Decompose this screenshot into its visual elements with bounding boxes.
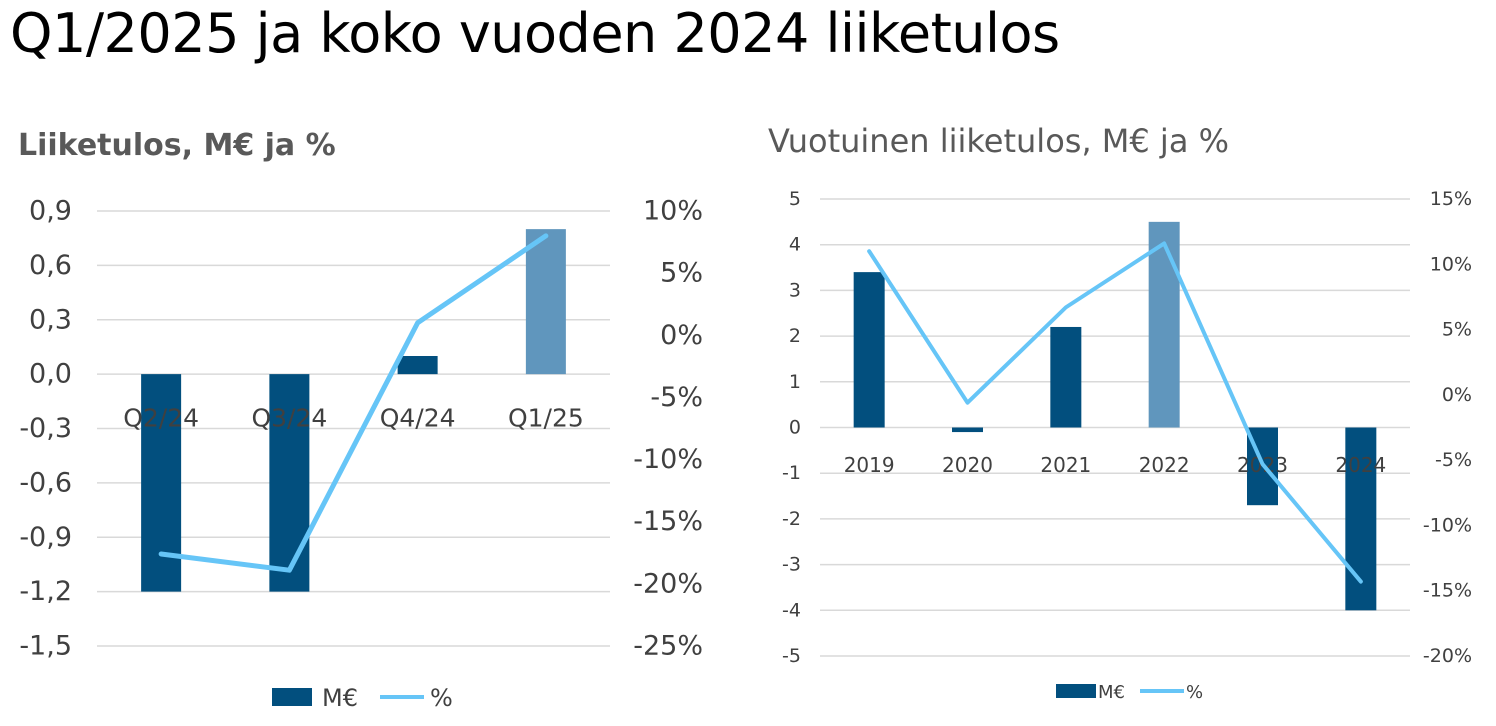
bar-y-0 — [853, 272, 885, 428]
bar-q-1 — [269, 374, 310, 592]
y-tick-label: -0,6 — [19, 467, 72, 498]
x-tick-label: Q3/24 — [251, 404, 327, 433]
y-tick-label: 3 — [789, 279, 801, 301]
series-line-q — [158, 233, 549, 573]
y-tick-label: 0,0 — [29, 359, 72, 390]
y-tick-label: -0,3 — [19, 413, 72, 444]
chart-title-quarterly: Liiketulos, M€ ja % — [18, 128, 336, 163]
x-tick-label: 2019 — [844, 453, 895, 477]
y2-tick-label: 10% — [643, 196, 703, 227]
bar-y-3 — [1148, 221, 1180, 428]
y-tick-label: -4 — [782, 599, 801, 621]
y2-tick-label: -15% — [1423, 580, 1472, 602]
y2-tick-label: 10% — [1430, 253, 1472, 275]
bar-y-2 — [1050, 326, 1082, 428]
x-tick-label: 2020 — [942, 453, 993, 477]
y-tick-label: 1 — [789, 371, 801, 393]
y-tick-label: 4 — [789, 234, 801, 256]
y-tick-label: -5 — [782, 645, 801, 667]
y2-tick-label: 5% — [1442, 319, 1472, 341]
y2-tick-label: 5% — [660, 258, 703, 289]
y2-tick-label: -20% — [633, 568, 703, 599]
legend-label-line: % — [430, 684, 453, 712]
y2-tick-label: 0% — [1442, 384, 1472, 406]
y-tick-label: -1 — [782, 462, 801, 484]
page-title: Q1/2025 ja koko vuoden 2024 liiketulos — [10, 2, 1060, 65]
series-line-y — [867, 241, 1363, 584]
y-tick-label: 0 — [789, 417, 801, 439]
legend-swatch-bar — [272, 688, 312, 706]
y2-tick-label: -10% — [633, 444, 703, 475]
legend-label-line: % — [1186, 682, 1203, 703]
y2-tick-label: -15% — [633, 506, 703, 537]
bar-q-3 — [525, 229, 566, 375]
y2-tick-label: -20% — [1423, 645, 1472, 667]
x-tick-label: 2021 — [1040, 453, 1091, 477]
chart-title-annual: Vuotuinen liiketulos, M€ ja % — [768, 122, 1229, 160]
x-tick-label: Q4/24 — [380, 404, 456, 433]
y-tick-label: 0,3 — [29, 304, 72, 335]
y2-tick-label: 15% — [1430, 188, 1472, 210]
y-tick-label: 2 — [789, 325, 801, 347]
y-tick-label: -1,5 — [19, 631, 72, 662]
y2-tick-label: -25% — [633, 631, 703, 662]
y-tick-label: -1,2 — [19, 576, 72, 607]
x-tick-label: 2024 — [1335, 453, 1386, 477]
y-tick-label: 0,6 — [29, 250, 72, 281]
x-tick-label: Q2/24 — [123, 404, 199, 433]
y-tick-label: -2 — [782, 508, 801, 530]
y-tick-label: -0,9 — [19, 522, 72, 553]
legend-label-bar: M€ — [322, 684, 358, 712]
bar-y-1 — [952, 427, 983, 433]
x-tick-label: 2022 — [1139, 453, 1190, 477]
y2-tick-label: 0% — [660, 320, 703, 351]
bar-q-2 — [397, 356, 438, 375]
y-tick-label: -3 — [782, 554, 801, 576]
x-tick-label: Q1/25 — [508, 404, 584, 433]
y-tick-label: 0,9 — [29, 196, 72, 227]
y2-tick-label: -5% — [650, 382, 703, 413]
y2-tick-label: -10% — [1423, 514, 1472, 536]
y-tick-label: 5 — [789, 188, 801, 210]
legend-label-bar: M€ — [1098, 682, 1125, 703]
y2-tick-label: -5% — [1435, 449, 1472, 471]
legend-swatch-bar — [1056, 684, 1096, 698]
